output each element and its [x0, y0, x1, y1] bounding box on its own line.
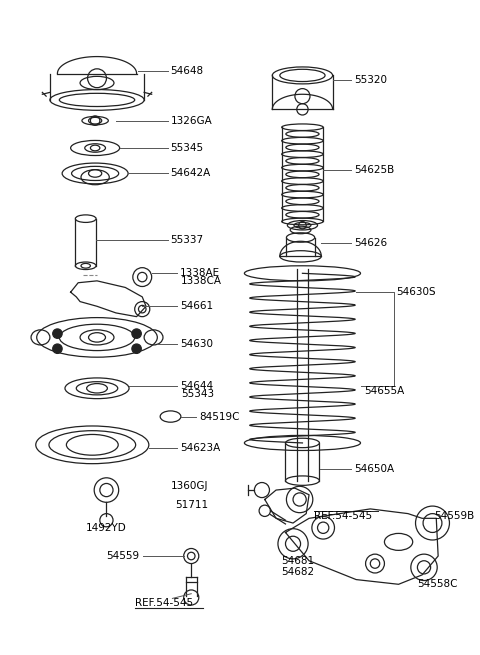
Text: 54655A: 54655A: [364, 386, 404, 396]
Text: 54630: 54630: [180, 339, 213, 349]
Text: REF.54-545: REF.54-545: [314, 510, 372, 521]
Text: 54661: 54661: [180, 301, 213, 311]
Text: 54558C: 54558C: [418, 579, 458, 590]
Circle shape: [53, 344, 62, 354]
Text: 1360GJ: 1360GJ: [171, 481, 208, 491]
Text: 55345: 55345: [170, 143, 204, 153]
Text: 54642A: 54642A: [170, 168, 211, 178]
Text: 1326GA: 1326GA: [170, 116, 212, 126]
Circle shape: [132, 329, 141, 339]
Text: 55343: 55343: [181, 389, 214, 399]
Text: 54559: 54559: [106, 551, 139, 561]
Text: 84519C: 84519C: [199, 411, 240, 422]
Text: 1338CA: 1338CA: [181, 276, 222, 286]
Text: 51711: 51711: [175, 500, 208, 510]
Text: 54625B: 54625B: [354, 164, 395, 175]
Text: 54644: 54644: [180, 381, 213, 392]
Text: 54626: 54626: [354, 238, 387, 248]
Text: 55320: 55320: [354, 75, 387, 85]
Text: 54559B: 54559B: [434, 512, 475, 521]
Text: 54623A: 54623A: [180, 443, 220, 453]
Text: 54630S: 54630S: [396, 287, 436, 297]
Text: REF.54-545: REF.54-545: [135, 598, 193, 608]
Text: 55337: 55337: [170, 235, 204, 246]
Circle shape: [53, 329, 62, 339]
Circle shape: [132, 344, 141, 354]
Text: 54648: 54648: [170, 66, 204, 76]
Text: 54650A: 54650A: [354, 464, 395, 474]
Text: 1338AE: 1338AE: [180, 269, 220, 278]
Text: 1492YD: 1492YD: [86, 523, 127, 533]
Text: 54681: 54681: [281, 555, 314, 566]
Text: 54682: 54682: [281, 567, 314, 577]
